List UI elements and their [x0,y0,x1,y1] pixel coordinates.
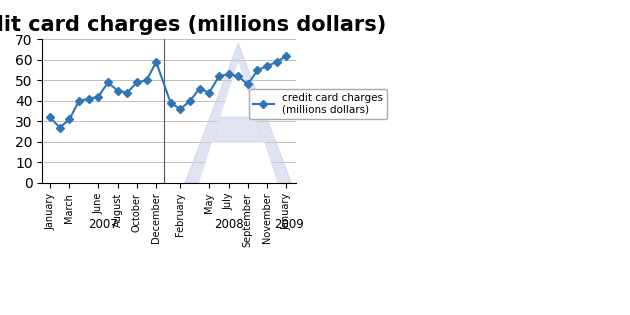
credit card charges
(millions dollars) [133,81,140,84]
Text: 2007: 2007 [88,218,118,231]
credit card charges
(millions dollars) [94,95,102,99]
credit card charges
(millions dollars) [123,91,131,94]
Legend: credit card charges
(millions dollars): credit card charges (millions dollars) [249,89,387,119]
credit card charges
(millions dollars) [114,89,122,93]
credit card charges
(millions dollars) [167,101,175,105]
credit card charges
(millions dollars) [104,81,112,84]
credit card charges
(millions dollars) [273,60,280,64]
credit card charges
(millions dollars) [205,91,213,94]
credit card charges
(millions dollars) [176,107,184,111]
credit card charges
(millions dollars) [196,87,203,90]
credit card charges
(millions dollars) [244,83,251,86]
credit card charges
(millions dollars) [85,97,93,101]
credit card charges
(millions dollars) [263,64,271,68]
credit card charges
(millions dollars) [254,68,261,72]
Text: 2009: 2009 [275,218,304,231]
credit card charges
(millions dollars) [75,99,83,103]
Text: 2008: 2008 [214,218,243,231]
credit card charges
(millions dollars) [283,54,290,58]
Line: credit card charges
(millions dollars): credit card charges (millions dollars) [47,53,289,130]
credit card charges
(millions dollars) [46,115,54,119]
credit card charges
(millions dollars) [56,126,64,129]
credit card charges
(millions dollars) [186,99,194,103]
credit card charges
(millions dollars) [215,74,222,78]
credit card charges
(millions dollars) [234,74,242,78]
credit card charges
(millions dollars) [66,117,73,121]
Title: credit card charges (millions dollars): credit card charges (millions dollars) [0,15,386,35]
Polygon shape [200,64,277,183]
credit card charges
(millions dollars) [152,60,160,64]
Polygon shape [185,43,291,183]
credit card charges
(millions dollars) [225,72,232,76]
Polygon shape [213,117,263,142]
credit card charges
(millions dollars) [143,78,151,82]
